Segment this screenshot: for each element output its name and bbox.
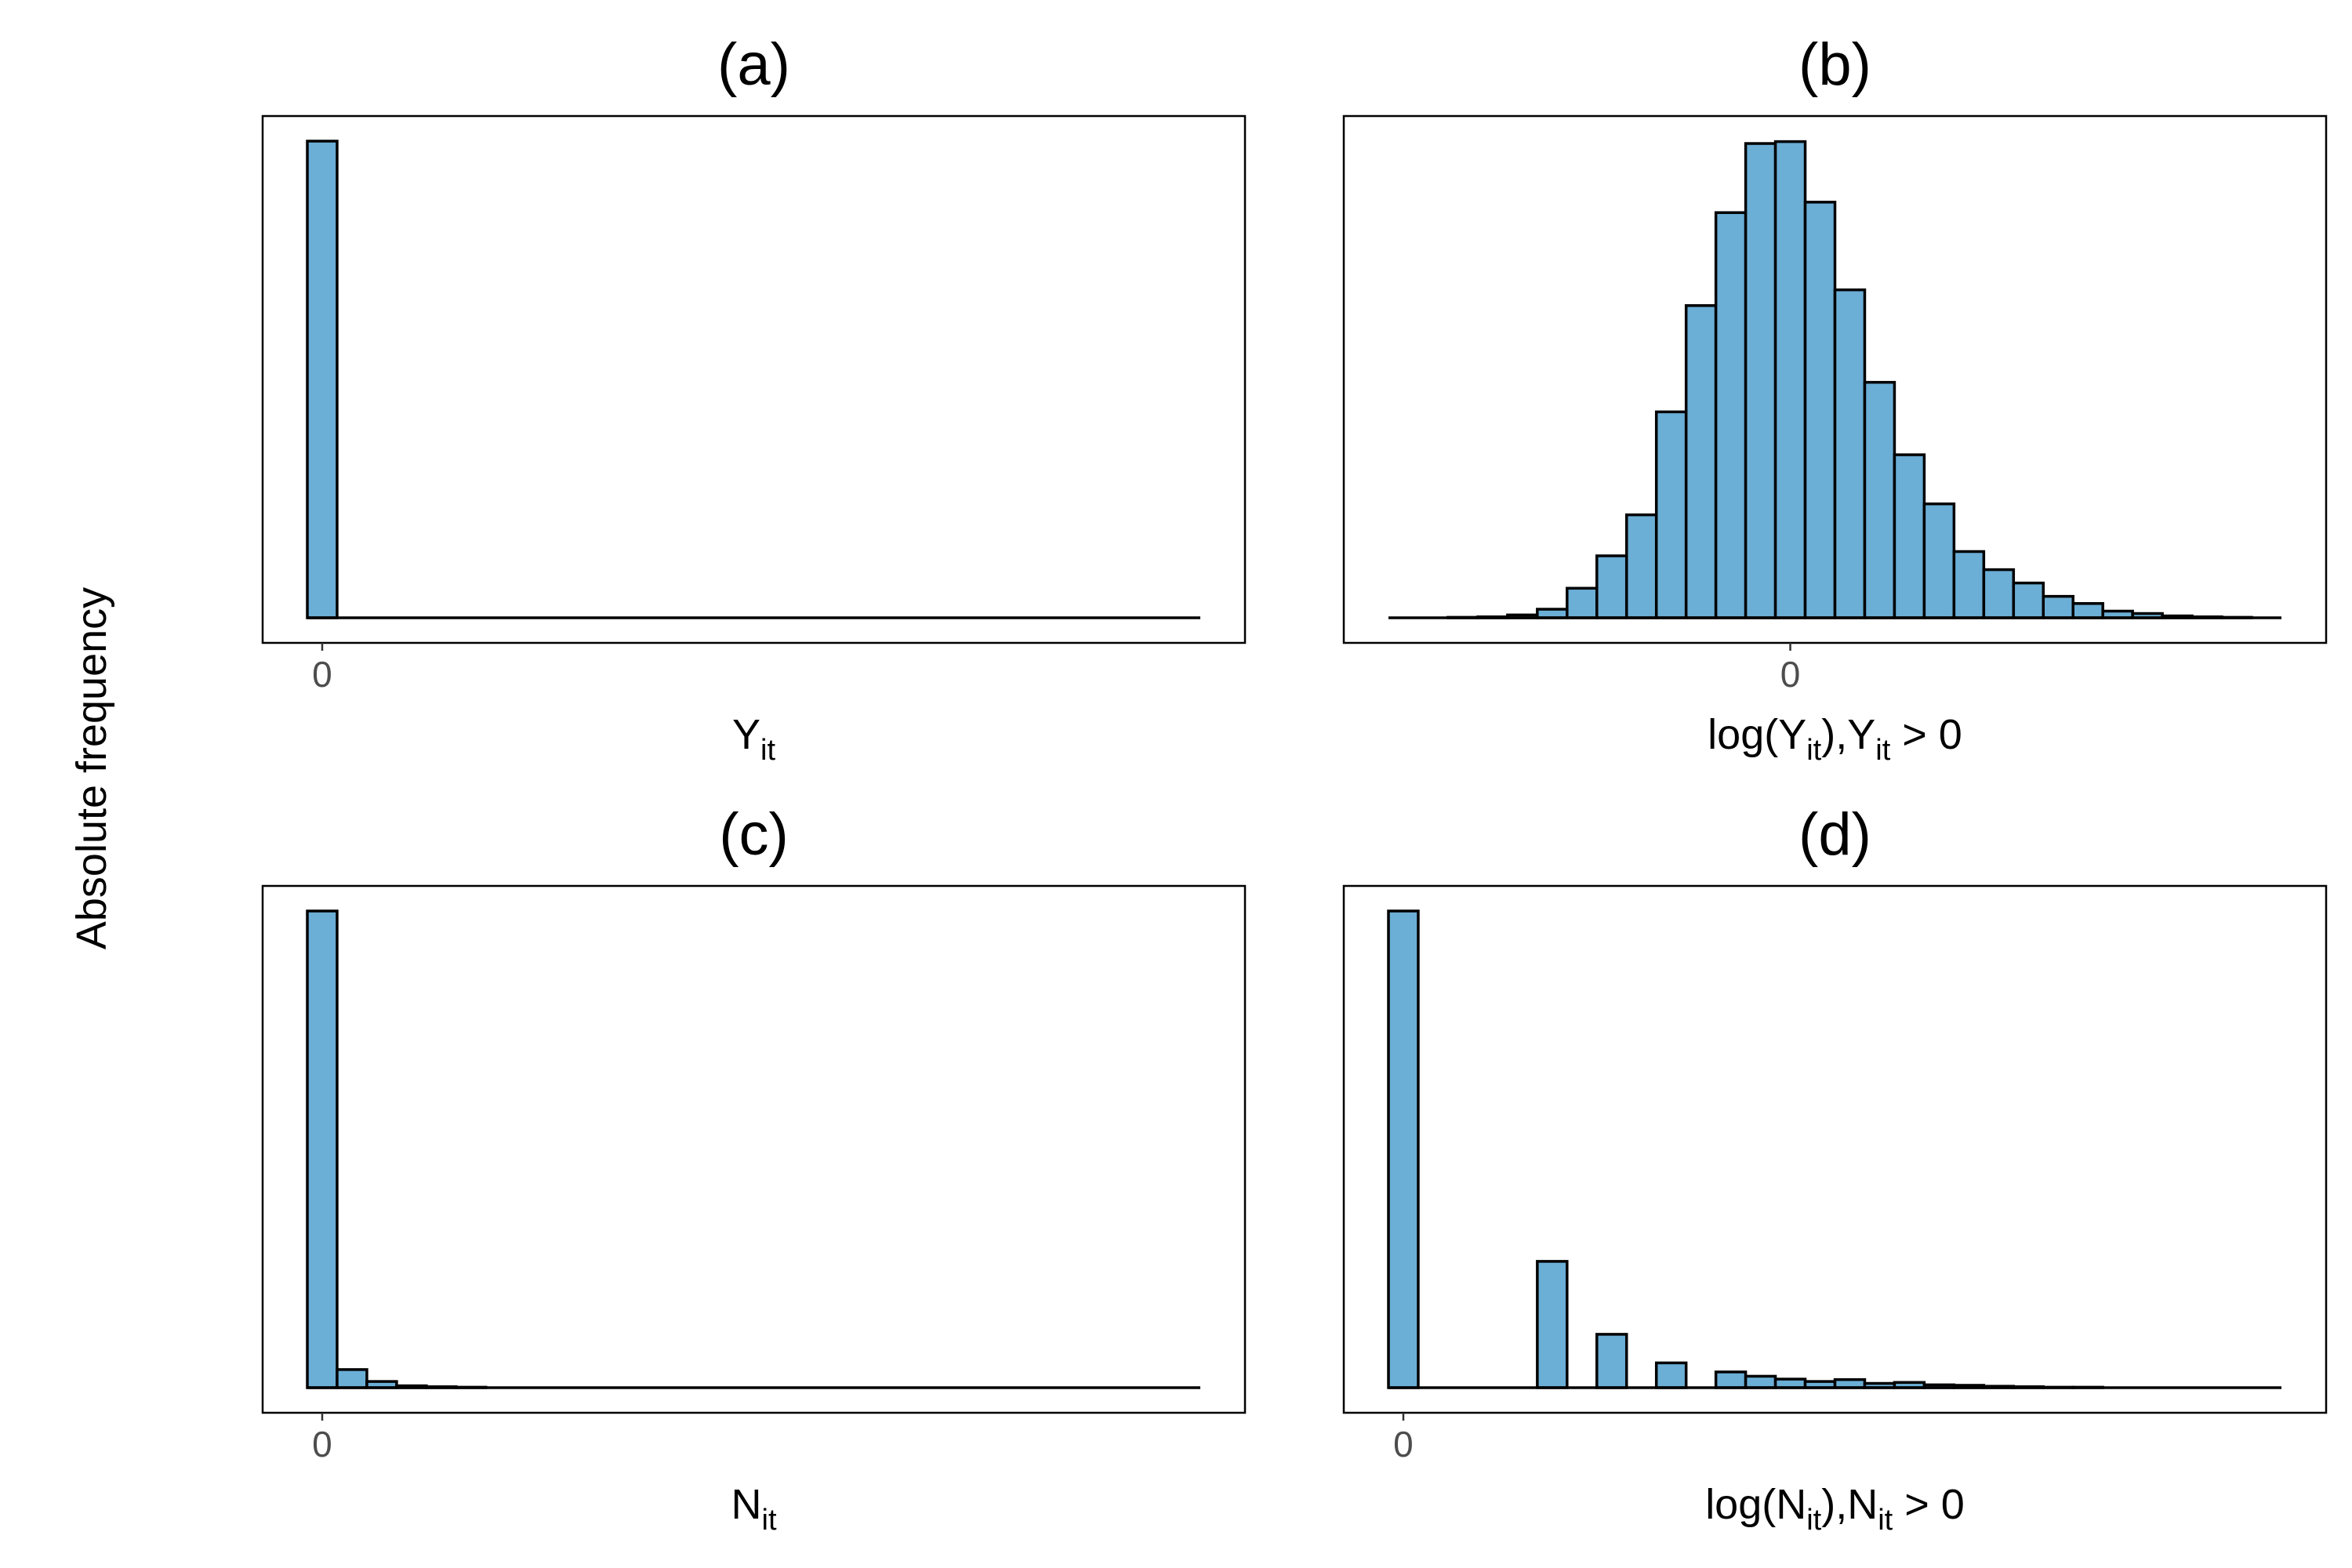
panel-a: (a) 0 Yit: [261, 31, 1247, 767]
x-axis-label-rest: > 0: [1890, 711, 1962, 758]
x-axis-label-rest: > 0: [1893, 1481, 1965, 1528]
histogram-bar: [1982, 568, 2016, 619]
histogram-bar: [2042, 594, 2074, 619]
x-axis-label-main: log(N: [1705, 1481, 1806, 1528]
x-axis-label: log(Nit),Nit > 0: [1705, 1481, 1965, 1537]
histogram-bar: [1744, 142, 1777, 619]
x-axis-label-sub: it: [1806, 1504, 1821, 1537]
x-axis-label-sub: it: [1806, 734, 1821, 767]
x-axis-label: log(Yit),Yit > 0: [1708, 711, 1962, 767]
histogram-bar: [1387, 909, 1420, 1389]
x-axis-label-main: Y: [732, 711, 760, 758]
panel-title: (c): [719, 801, 789, 868]
x-axis-label-main: N: [731, 1481, 762, 1528]
x-axis-label-sub: it: [760, 734, 775, 767]
histogram-bar: [1624, 513, 1658, 619]
panel-frame: [1342, 884, 2328, 1414]
histogram-bar: [1744, 1374, 1777, 1389]
histogram-bar: [1654, 1361, 1688, 1389]
x-axis-label-mid: ),Y: [1821, 711, 1875, 758]
x-tick-label: 0: [1780, 654, 1801, 695]
histogram-bar: [1893, 453, 1926, 619]
x-tick-label: 0: [312, 1424, 332, 1465]
x-tick-label: 0: [1393, 1424, 1414, 1465]
panel-title: (d): [1798, 801, 1871, 868]
panel-frame: [261, 114, 1247, 644]
x-axis-label: Yit: [732, 711, 775, 767]
histogram-bar: [1773, 140, 1807, 619]
histogram-bar: [1714, 211, 1748, 619]
panel-frame: [261, 884, 1247, 1414]
histogram-bar: [1952, 550, 1986, 619]
histogram-bar: [1654, 410, 1688, 619]
histogram-bar: [1714, 1370, 1748, 1389]
panel-title: (b): [1798, 31, 1871, 98]
x-axis-label: Nit: [731, 1481, 777, 1537]
histogram-bar: [2071, 602, 2104, 619]
x-axis-label-sub: it: [762, 1504, 777, 1537]
histogram-bar: [306, 909, 339, 1389]
histogram-bar: [1595, 1333, 1628, 1389]
x-axis-label-sub2: it: [1878, 1504, 1893, 1537]
panel-frame: [1342, 114, 2328, 644]
y-axis-label: Absolute frequency: [68, 587, 115, 949]
histogram-bar: [336, 1368, 368, 1389]
x-axis-label-main: log(Y: [1708, 711, 1806, 758]
histogram-bar: [1566, 586, 1599, 619]
x-tick-label: 0: [312, 654, 332, 695]
x-axis-label-sub2: it: [1875, 734, 1890, 767]
x-axis-label-mid: ),N: [1821, 1481, 1878, 1528]
histogram-bar: [1922, 502, 1956, 619]
histogram-bar: [306, 140, 339, 619]
panel-title: (a): [717, 31, 790, 98]
histogram-bar: [2012, 581, 2045, 619]
histogram-bar: [1536, 1260, 1569, 1389]
histogram-bar: [1684, 304, 1718, 619]
panel-c: (c) 0 Nit: [261, 801, 1247, 1537]
histogram-bar: [1833, 288, 1867, 619]
histogram-bar: [1863, 380, 1896, 619]
histogram-bar: [1595, 554, 1628, 619]
histogram-bar: [1803, 201, 1837, 619]
